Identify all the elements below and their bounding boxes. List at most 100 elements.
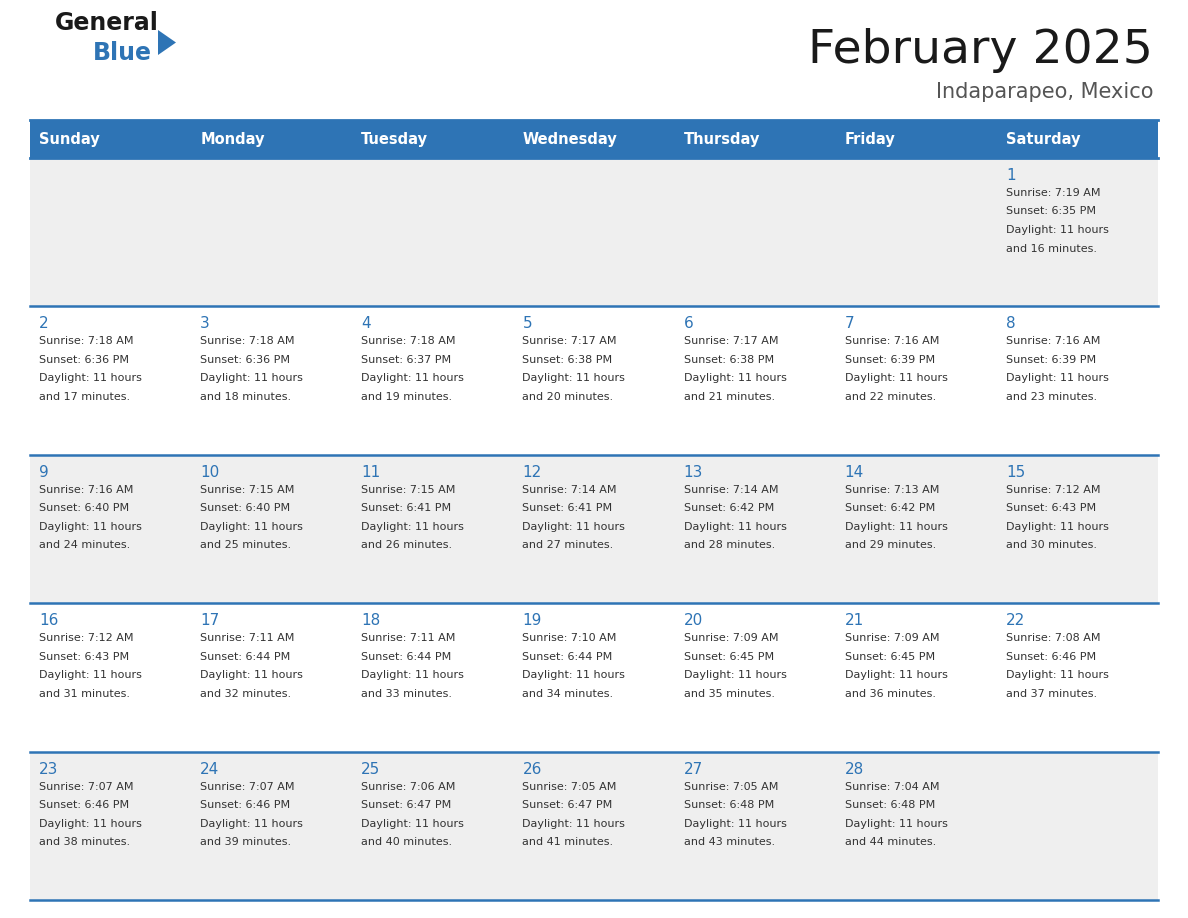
Text: 5: 5 [523,317,532,331]
Bar [835,454,997,603]
Text: Daylight: 11 hours: Daylight: 11 hours [361,521,465,532]
Text: General: General [55,11,159,35]
Text: Sunset: 6:43 PM: Sunset: 6:43 PM [1006,503,1097,513]
Text: Daylight: 11 hours: Daylight: 11 hours [845,819,948,829]
Bar [675,454,835,603]
Text: Sunset: 6:42 PM: Sunset: 6:42 PM [683,503,773,513]
Bar [191,120,353,158]
Text: 15: 15 [1006,465,1025,480]
Text: Sunrise: 7:08 AM: Sunrise: 7:08 AM [1006,633,1100,644]
Bar [997,307,1158,454]
Text: Friday: Friday [845,131,896,147]
Bar [835,120,997,158]
Text: Sunrise: 7:16 AM: Sunrise: 7:16 AM [39,485,133,495]
Text: Sunrise: 7:18 AM: Sunrise: 7:18 AM [200,336,295,346]
Text: 14: 14 [845,465,864,480]
Bar [353,752,513,900]
Text: Sunrise: 7:15 AM: Sunrise: 7:15 AM [200,485,295,495]
Text: 11: 11 [361,465,380,480]
Text: Sunrise: 7:15 AM: Sunrise: 7:15 AM [361,485,456,495]
Text: Daylight: 11 hours: Daylight: 11 hours [200,521,303,532]
Bar [513,603,675,752]
Bar [30,752,191,900]
Text: Sunset: 6:36 PM: Sunset: 6:36 PM [200,355,290,364]
Text: and 40 minutes.: and 40 minutes. [361,837,453,847]
Text: Daylight: 11 hours: Daylight: 11 hours [683,670,786,680]
Text: Daylight: 11 hours: Daylight: 11 hours [39,521,141,532]
Text: Sunset: 6:42 PM: Sunset: 6:42 PM [845,503,935,513]
Bar [513,752,675,900]
Bar [30,603,191,752]
Text: Daylight: 11 hours: Daylight: 11 hours [39,374,141,384]
Text: 26: 26 [523,762,542,777]
Text: Sunrise: 7:11 AM: Sunrise: 7:11 AM [361,633,456,644]
Text: and 43 minutes.: and 43 minutes. [683,837,775,847]
Text: 18: 18 [361,613,380,628]
Bar [997,454,1158,603]
Text: Daylight: 11 hours: Daylight: 11 hours [523,521,625,532]
Bar [353,120,513,158]
Text: Sunset: 6:44 PM: Sunset: 6:44 PM [200,652,290,662]
Bar [835,307,997,454]
Text: Daylight: 11 hours: Daylight: 11 hours [1006,670,1108,680]
Text: 6: 6 [683,317,694,331]
Bar [353,603,513,752]
Text: Sunrise: 7:16 AM: Sunrise: 7:16 AM [845,336,939,346]
Text: Sunrise: 7:17 AM: Sunrise: 7:17 AM [683,336,778,346]
Text: Sunrise: 7:18 AM: Sunrise: 7:18 AM [39,336,133,346]
Text: Daylight: 11 hours: Daylight: 11 hours [39,670,141,680]
Text: and 41 minutes.: and 41 minutes. [523,837,613,847]
Text: Sunrise: 7:06 AM: Sunrise: 7:06 AM [361,781,456,791]
Text: 4: 4 [361,317,371,331]
Text: Sunset: 6:44 PM: Sunset: 6:44 PM [361,652,451,662]
Text: and 31 minutes.: and 31 minutes. [39,688,129,699]
Text: Sunrise: 7:13 AM: Sunrise: 7:13 AM [845,485,939,495]
Text: Daylight: 11 hours: Daylight: 11 hours [200,819,303,829]
Bar [353,307,513,454]
Text: and 26 minutes.: and 26 minutes. [361,541,453,550]
Text: Sunset: 6:40 PM: Sunset: 6:40 PM [200,503,290,513]
Text: and 27 minutes.: and 27 minutes. [523,541,614,550]
Text: Sunset: 6:43 PM: Sunset: 6:43 PM [39,652,129,662]
Bar [30,454,191,603]
Text: 20: 20 [683,613,703,628]
Text: Daylight: 11 hours: Daylight: 11 hours [523,819,625,829]
Text: 3: 3 [200,317,210,331]
Text: Sunrise: 7:18 AM: Sunrise: 7:18 AM [361,336,456,346]
Text: Sunset: 6:46 PM: Sunset: 6:46 PM [1006,652,1097,662]
Text: Sunset: 6:47 PM: Sunset: 6:47 PM [523,800,613,810]
Text: Sunset: 6:38 PM: Sunset: 6:38 PM [523,355,613,364]
Bar [835,158,997,307]
Text: Wednesday: Wednesday [523,131,618,147]
Text: Sunset: 6:46 PM: Sunset: 6:46 PM [200,800,290,810]
Bar [675,158,835,307]
Text: 2: 2 [39,317,49,331]
Bar [997,603,1158,752]
Text: 19: 19 [523,613,542,628]
Text: 1: 1 [1006,168,1016,183]
Text: Sunrise: 7:07 AM: Sunrise: 7:07 AM [200,781,295,791]
Text: and 20 minutes.: and 20 minutes. [523,392,613,402]
Text: Sunset: 6:47 PM: Sunset: 6:47 PM [361,800,451,810]
Text: Sunset: 6:48 PM: Sunset: 6:48 PM [845,800,935,810]
Bar [675,120,835,158]
Text: Sunrise: 7:12 AM: Sunrise: 7:12 AM [1006,485,1100,495]
Text: and 25 minutes.: and 25 minutes. [200,541,291,550]
Text: and 37 minutes.: and 37 minutes. [1006,688,1097,699]
Text: Indaparapeo, Mexico: Indaparapeo, Mexico [935,82,1154,102]
Bar [675,307,835,454]
Bar [30,158,191,307]
Text: 28: 28 [845,762,864,777]
Text: 16: 16 [39,613,58,628]
Text: and 30 minutes.: and 30 minutes. [1006,541,1097,550]
Text: Monday: Monday [200,131,265,147]
Text: and 21 minutes.: and 21 minutes. [683,392,775,402]
Text: 22: 22 [1006,613,1025,628]
Bar [191,454,353,603]
Text: Tuesday: Tuesday [361,131,429,147]
Text: Sunset: 6:45 PM: Sunset: 6:45 PM [683,652,773,662]
Text: Blue: Blue [93,41,152,65]
Text: and 38 minutes.: and 38 minutes. [39,837,131,847]
Text: 27: 27 [683,762,703,777]
Text: Sunset: 6:38 PM: Sunset: 6:38 PM [683,355,773,364]
